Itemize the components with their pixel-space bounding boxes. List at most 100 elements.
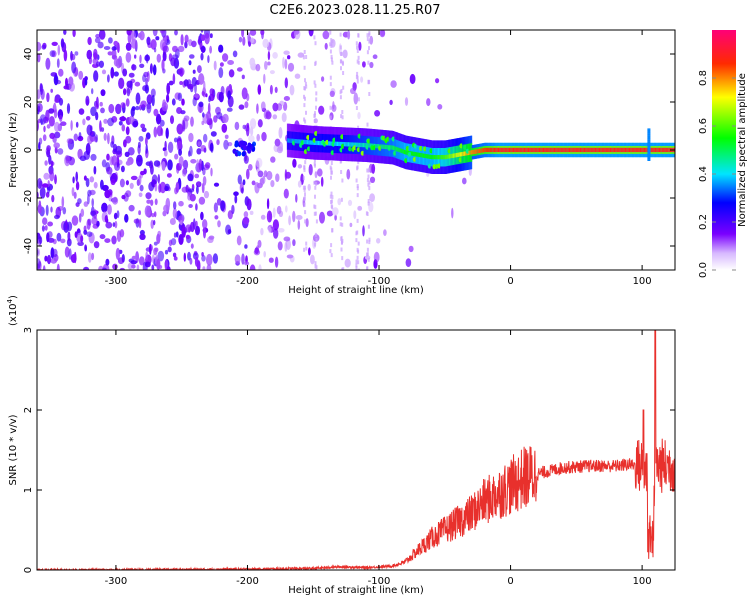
- heatmap-cell: [331, 199, 333, 204]
- heatmap-cell: [125, 42, 132, 51]
- heatmap-cell: [447, 154, 449, 159]
- heatmap-cell: [64, 154, 71, 167]
- heatmap-cell: [334, 214, 337, 221]
- heatmap-cell: [164, 35, 168, 44]
- heatmap-cell: [177, 92, 183, 102]
- heatmap-cell: [304, 160, 307, 165]
- heatmap-cell: [213, 115, 218, 123]
- heatmap-cell: [357, 142, 359, 147]
- heatmap-cell: [234, 121, 240, 131]
- snr-series-line: [37, 330, 675, 570]
- heatmap-cell: [485, 147, 487, 153]
- heatmap-cell: [256, 182, 263, 189]
- colorbar-tick-label: 0.0: [698, 262, 709, 278]
- heatmap-cell: [241, 74, 245, 80]
- heatmap-cell: [647, 139, 651, 141]
- heatmap-cell: [123, 192, 129, 202]
- heatmap-cell: [356, 49, 359, 53]
- heatmap-cell: [156, 53, 161, 63]
- heatmap-cell: [63, 85, 70, 90]
- heatmap-cell: [368, 240, 371, 245]
- heatmap-cell: [340, 197, 343, 202]
- heatmap-cell: [185, 234, 190, 240]
- heatmap-cell: [490, 147, 492, 153]
- heatmap-cell: [659, 147, 661, 153]
- colorbar-ticks: 0.0 0.2 0.4 0.6 0.8: [698, 70, 736, 278]
- heatmap-cell: [668, 147, 671, 153]
- heatmap-cell: [508, 147, 511, 153]
- heatmap-cell: [126, 87, 131, 97]
- heatmap-cell: [339, 141, 341, 147]
- heatmap-cell: [304, 139, 306, 145]
- heatmap-cell: [647, 130, 651, 133]
- heatmap-cell: [125, 135, 132, 144]
- heatmap-cell: [91, 216, 98, 226]
- heatmap-cell: [73, 251, 77, 264]
- heatmap-cell: [647, 151, 651, 153]
- heatmap-cell: [282, 57, 285, 69]
- heatmap-cell: [241, 151, 246, 157]
- heatmap-cell: [249, 264, 256, 270]
- heatmap-cell: [419, 152, 421, 158]
- heatmap-cell: [173, 137, 178, 143]
- heatmap-cell: [52, 238, 57, 245]
- heatmap-cell: [313, 242, 316, 247]
- heatmap-cell: [519, 147, 521, 153]
- heatmap-cell: [306, 140, 309, 145]
- heatmap-cell: [631, 147, 633, 153]
- heatmap-cell: [107, 132, 110, 145]
- heatmap-cell: [314, 41, 317, 46]
- heatmap-cell: [183, 252, 186, 262]
- heatmap-cell: [329, 75, 332, 80]
- heatmap-cell: [297, 52, 305, 58]
- heatmap-cell: [191, 40, 197, 48]
- heatmap-cell: [93, 181, 98, 189]
- heatmap-cell: [635, 147, 638, 153]
- heatmap-cell: [551, 147, 553, 153]
- heatmap-cell: [416, 152, 418, 157]
- heatmap-cell: [401, 148, 403, 154]
- heatmap-cell: [203, 80, 206, 93]
- heatmap-cell: [307, 183, 311, 191]
- heatmap-cell: [564, 147, 566, 153]
- heatmap-cell: [174, 153, 179, 160]
- heatmap-cell: [330, 243, 333, 248]
- heatmap-cell: [150, 88, 156, 98]
- heatmap-cell: [451, 207, 454, 219]
- heatmap-cell: [356, 184, 359, 188]
- heatmap-cell: [436, 155, 438, 160]
- heatmap-cell: [534, 147, 537, 153]
- heatmap-cell: [353, 92, 359, 105]
- heatmap-cell: [537, 147, 540, 153]
- heatmap-cell: [267, 61, 271, 66]
- heatmap-cell: [414, 152, 417, 157]
- heatmap-cell: [240, 140, 245, 146]
- heatmap-cell: [329, 30, 332, 35]
- heatmap-cell: [518, 147, 520, 153]
- heatmap-cell: [446, 154, 448, 160]
- heatmap-cell: [82, 118, 86, 126]
- heatmap-cell: [202, 266, 206, 270]
- heatmap-cell: [369, 193, 375, 203]
- heatmap-cell: [226, 107, 233, 112]
- heatmap-cell: [160, 128, 164, 136]
- heatmap-cell: [511, 147, 513, 153]
- heatmap-cell: [331, 60, 334, 65]
- heatmap-cell: [138, 135, 144, 142]
- heatmap-cell: [368, 92, 371, 96]
- heatmap-cell: [249, 30, 257, 36]
- heatmap-cell: [601, 147, 603, 153]
- heatmap-cell: [421, 153, 423, 158]
- heatmap-cell: [465, 151, 467, 156]
- heatmap-cell: [100, 127, 105, 132]
- heatmap-cell: [647, 147, 651, 149]
- heatmap-cell: [153, 47, 157, 53]
- heatmap-cell: [474, 149, 477, 154]
- heatmap-cell: [538, 147, 541, 153]
- x-tick-label: 100: [633, 276, 652, 287]
- heatmap-cell: [188, 204, 193, 208]
- heatmap-cell: [80, 235, 84, 243]
- heatmap-cell: [206, 111, 212, 121]
- heatmap-cell: [117, 42, 120, 53]
- heatmap-cell: [298, 139, 300, 144]
